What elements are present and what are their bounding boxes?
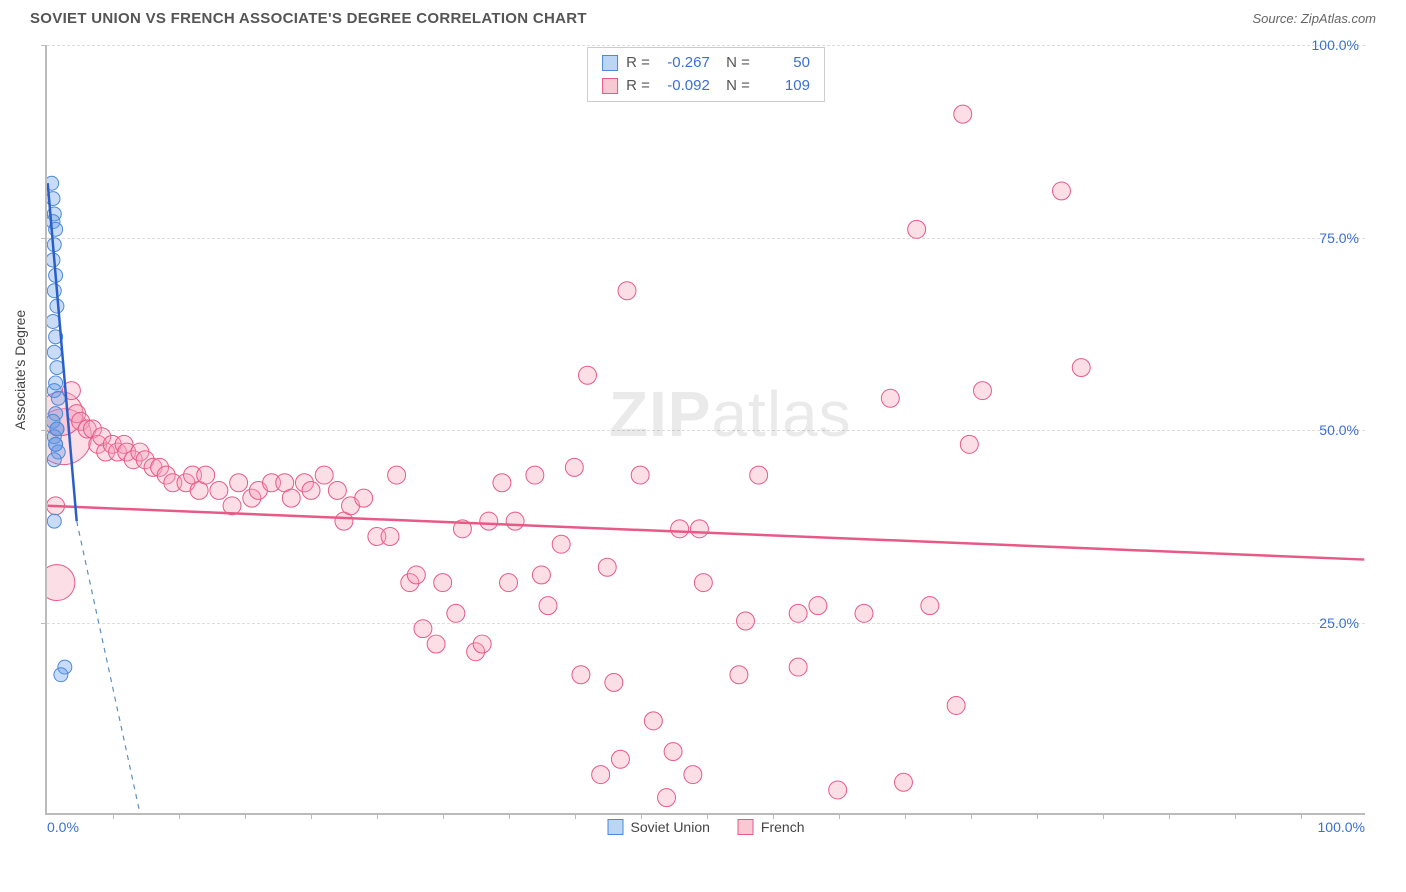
stats-n-value: 50 (758, 52, 810, 75)
stats-row: R = -0.267 N = 50 (602, 52, 810, 75)
scatter-plot-svg (47, 45, 1365, 813)
stats-swatch (602, 55, 618, 71)
stats-r-value: -0.267 (658, 52, 710, 75)
stats-r-value: -0.092 (658, 75, 710, 98)
x-tick-max: 100.0% (1318, 819, 1365, 835)
bottom-legend: Soviet Union French (608, 819, 805, 835)
legend-item: French (738, 819, 805, 835)
legend-swatch (738, 819, 754, 835)
legend-item: Soviet Union (608, 819, 710, 835)
chart-title: SOVIET UNION VS FRENCH ASSOCIATE'S DEGRE… (30, 10, 587, 27)
legend-label: Soviet Union (631, 819, 710, 835)
stats-r-label: R = (626, 52, 650, 75)
stats-n-label: N = (718, 52, 750, 75)
stats-n-value: 109 (758, 75, 810, 98)
y-axis-label: Associate's Degree (12, 310, 28, 430)
stats-row: R = -0.092 N = 109 (602, 75, 810, 98)
stats-swatch (602, 78, 618, 94)
chart-source: Source: ZipAtlas.com (1252, 11, 1376, 26)
stats-box: R = -0.267 N = 50 R = -0.092 N = 109 (587, 47, 825, 102)
legend-swatch (608, 819, 624, 835)
x-tick-min: 0.0% (47, 819, 79, 835)
legend-label: French (761, 819, 805, 835)
stats-r-label: R = (626, 75, 650, 98)
stats-n-label: N = (718, 75, 750, 98)
chart-plot-area: ZIPatlas R = -0.267 N = 50 R = -0.092 N … (45, 45, 1365, 815)
